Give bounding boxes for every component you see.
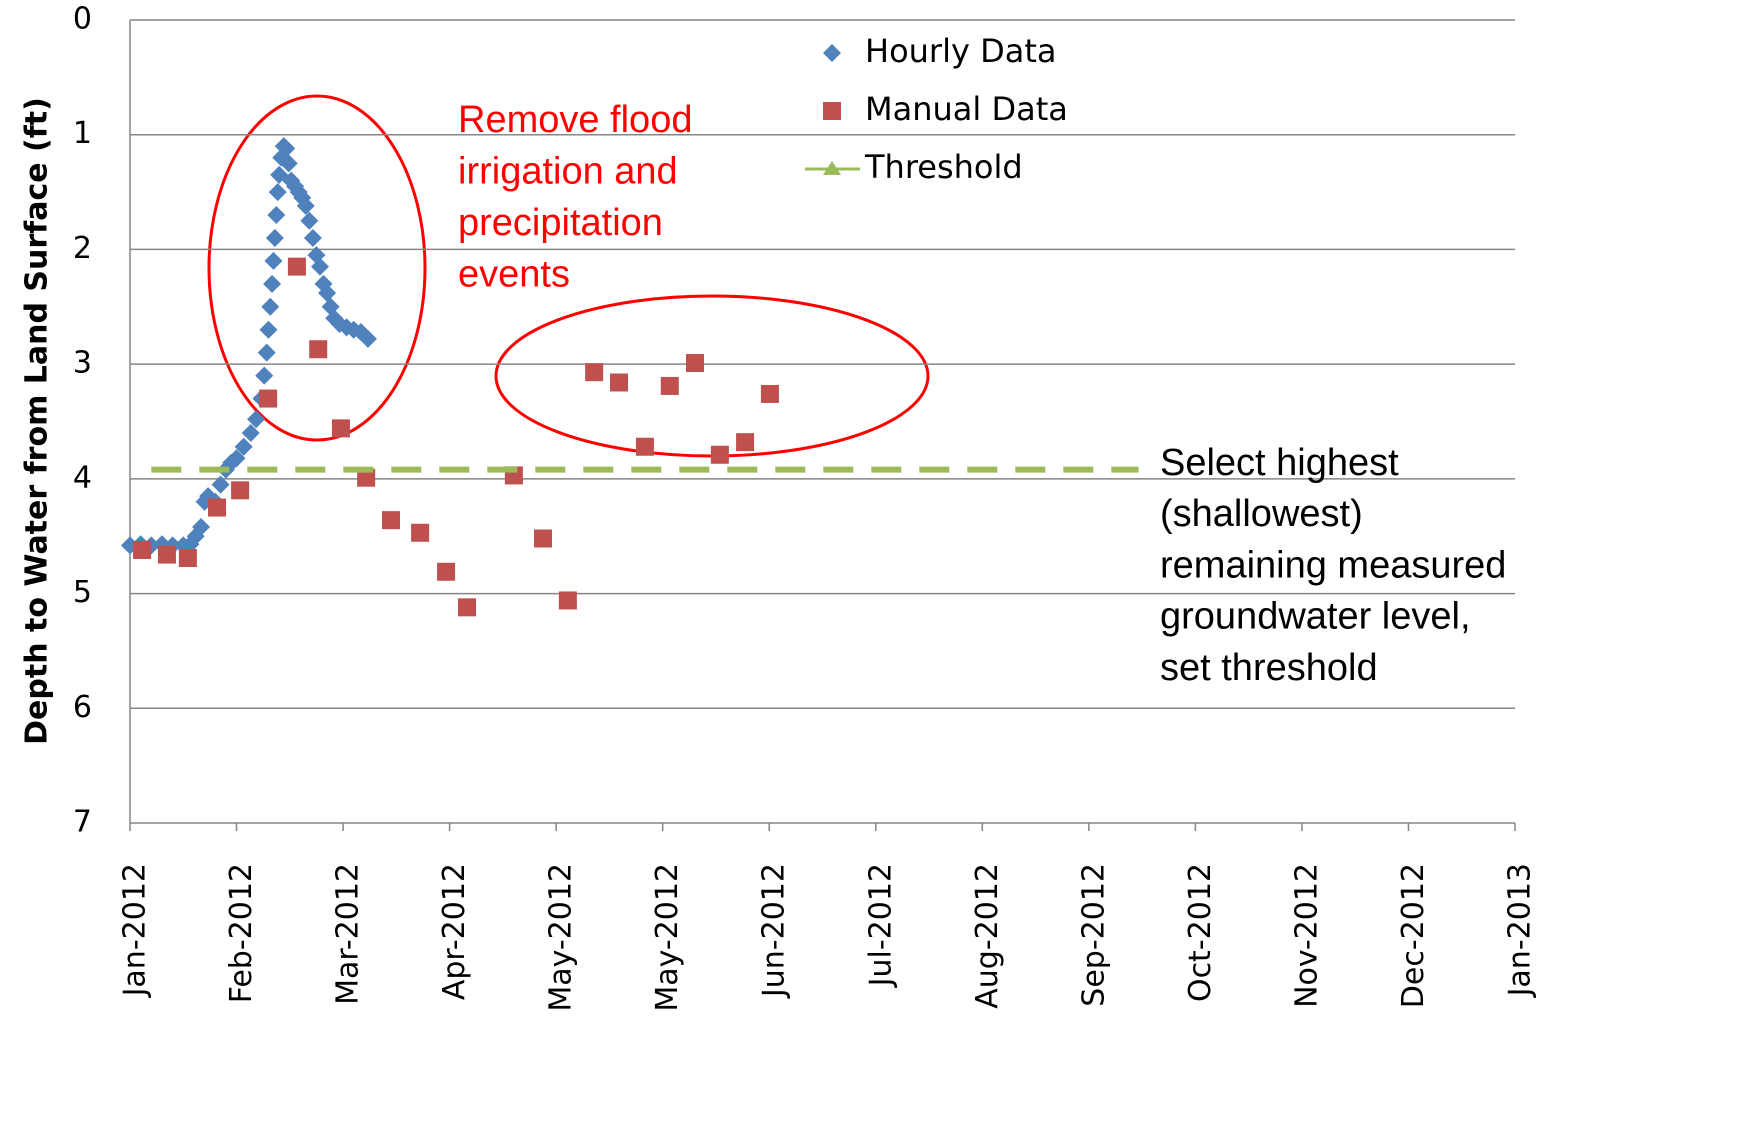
legend-label: Hourly Data: [865, 32, 1056, 70]
legend-item: Hourly Data: [823, 32, 1056, 70]
y-tick-label: 6: [73, 690, 92, 725]
x-tick-label: Dec-2012: [1396, 863, 1431, 1008]
manual-point: [437, 562, 456, 581]
y-tick-label: 1: [73, 116, 92, 151]
legend-marker: [823, 102, 841, 120]
annotation: events: [458, 254, 570, 296]
x-tick-label: Sep-2012: [1076, 863, 1111, 1007]
hourly-point: [255, 366, 274, 385]
annotation: (shallowest): [1160, 493, 1363, 535]
hourly-point: [303, 228, 322, 247]
hourly-point: [263, 274, 282, 293]
hourly-point: [259, 320, 278, 339]
x-tick-label: Jan-2013: [1503, 863, 1538, 998]
hourly-point: [300, 211, 319, 230]
annotation: Remove flood: [458, 99, 692, 141]
annotation: remaining measured: [1160, 544, 1506, 586]
hourly-point: [257, 343, 276, 362]
manual-point: [259, 389, 278, 408]
manual-point: [178, 549, 197, 568]
manual-point: [208, 498, 227, 517]
hourly-point: [227, 449, 246, 468]
y-tick-label: 3: [73, 346, 92, 381]
legend-item: Manual Data: [823, 90, 1068, 128]
hourly-point: [318, 284, 337, 303]
hourly-point: [277, 139, 296, 158]
annotation: precipitation: [458, 202, 663, 244]
manual-point: [331, 419, 350, 438]
y-tick-label: 2: [73, 231, 92, 266]
manual-point: [534, 529, 553, 548]
manual-point: [558, 591, 577, 610]
legend-marker: [823, 44, 841, 62]
legend-item: Threshold: [805, 148, 1023, 186]
y-tick-label: 7: [73, 805, 92, 840]
manual-point: [309, 340, 328, 359]
annotation: Select highest: [1160, 442, 1399, 484]
legend-marker: [823, 161, 841, 175]
hourly-point: [264, 251, 283, 270]
x-tick-label: Apr-2012: [437, 863, 472, 1000]
hourly-point: [265, 228, 284, 247]
manual-point: [231, 481, 250, 500]
annotation: irrigation and: [458, 151, 678, 193]
highlight-ellipse: [494, 294, 930, 458]
x-tick-label: Aug-2012: [970, 863, 1005, 1009]
hourly-point: [211, 475, 230, 494]
manual-point: [133, 540, 152, 559]
manual-point: [686, 353, 705, 372]
manual-point: [585, 363, 604, 382]
manual-point: [458, 598, 477, 617]
hourly-point: [267, 206, 286, 225]
manual-point: [411, 523, 430, 542]
legend-label: Manual Data: [865, 90, 1068, 128]
x-tick-label: May-2012: [544, 863, 579, 1012]
x-tick-label: May-2012: [650, 863, 685, 1012]
hourly-point: [268, 183, 287, 202]
y-tick-label: 4: [73, 460, 92, 495]
y-axis-label: Depth to Water from Land Surface (ft): [20, 97, 55, 745]
manual-point: [736, 433, 755, 452]
hourly-point: [241, 423, 260, 442]
manual-point: [382, 511, 401, 530]
y-tick-label: 0: [73, 2, 92, 37]
manual-point: [287, 257, 306, 276]
manual-point: [710, 445, 729, 464]
y-tick-label: 5: [73, 575, 92, 610]
x-tick-label: Jun-2012: [757, 863, 792, 999]
manual-point: [610, 373, 629, 392]
x-tick-label: Oct-2012: [1183, 863, 1218, 1002]
annotation: set threshold: [1160, 647, 1378, 689]
x-tick-label: Nov-2012: [1289, 863, 1324, 1008]
hourly-point: [296, 196, 315, 215]
highlight-ellipse: [207, 94, 427, 442]
x-tick-label: Jul-2012: [863, 863, 898, 988]
manual-point: [760, 384, 779, 403]
hourly-point: [358, 329, 377, 348]
x-tick-label: Mar-2012: [331, 863, 366, 1005]
manual-point: [635, 437, 654, 456]
annotation: groundwater level,: [1160, 596, 1471, 638]
manual-point: [157, 545, 176, 564]
hourly-point: [234, 437, 253, 456]
legend-label: Threshold: [864, 148, 1023, 186]
x-tick-label: Feb-2012: [224, 863, 259, 1003]
hourly-point: [261, 297, 280, 316]
x-tick-label: Jan-2012: [118, 863, 153, 998]
hourly-point: [247, 410, 266, 429]
hourly-point: [310, 257, 329, 276]
hourly-point: [279, 154, 298, 173]
manual-point: [357, 468, 376, 487]
manual-point: [660, 376, 679, 395]
hourly-point: [192, 518, 211, 537]
